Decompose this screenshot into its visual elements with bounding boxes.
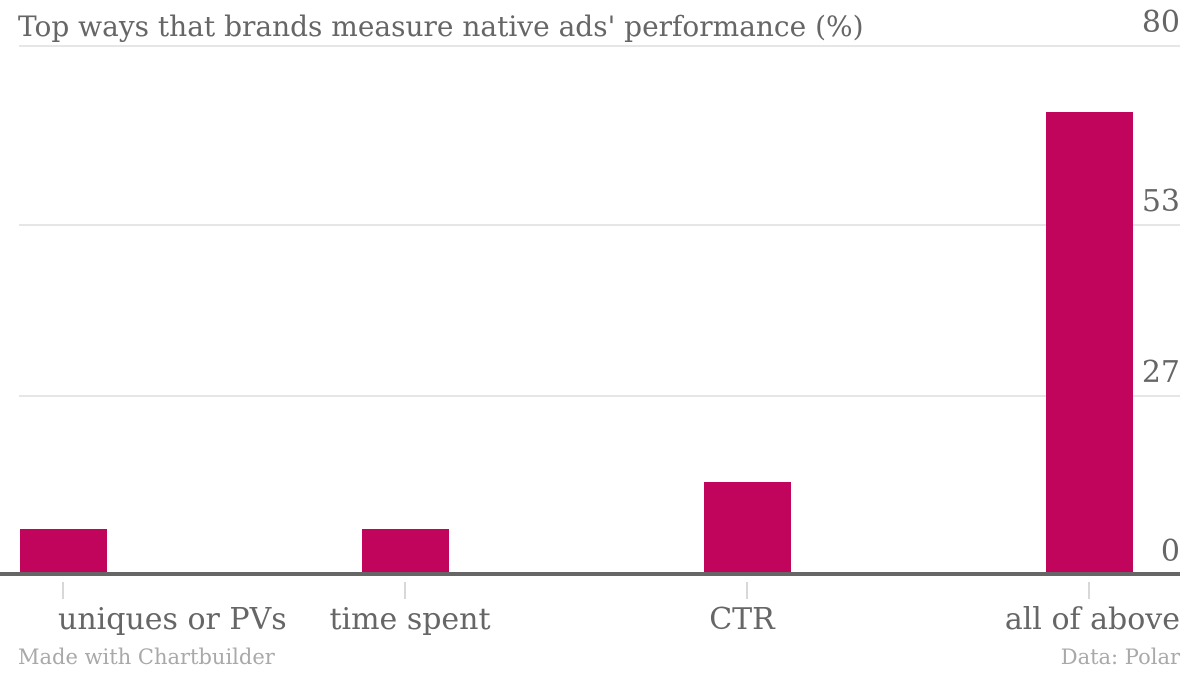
bar-uniques-or-pvs	[19, 528, 107, 576]
x-tick-time-spent	[404, 582, 406, 599]
bar-all-of-above	[1045, 112, 1133, 576]
x-tick-uniques-or-pvs	[62, 582, 64, 599]
y-tick-label-80: 80	[1141, 5, 1180, 40]
gridline-80	[19, 45, 1180, 47]
x-label-ctr: CTR	[709, 602, 775, 637]
chart-credit: Made with Chartbuilder	[18, 645, 275, 669]
x-label-time-spent: time spent	[329, 602, 491, 637]
y-tick-label-27: 27	[1141, 355, 1180, 391]
chart-title: Top ways that brands measure native ads'…	[18, 10, 864, 43]
bar-ctr	[703, 482, 791, 576]
x-tick-all-of-above	[1088, 582, 1090, 599]
y-tick-label-0: 0	[1160, 534, 1180, 569]
gridline-27	[19, 395, 1180, 398]
x-label-all-of-above: all of above	[1004, 602, 1180, 637]
x-tick-ctr	[746, 582, 748, 599]
chart-source: Data: Polar	[1060, 645, 1180, 669]
x-label-uniques-or-pvs: uniques or PVs	[58, 602, 287, 637]
bar-time-spent	[361, 528, 449, 576]
x-axis-line	[0, 572, 1180, 576]
y-tick-label-53: 53	[1141, 183, 1180, 219]
gridline-53	[19, 223, 1180, 226]
